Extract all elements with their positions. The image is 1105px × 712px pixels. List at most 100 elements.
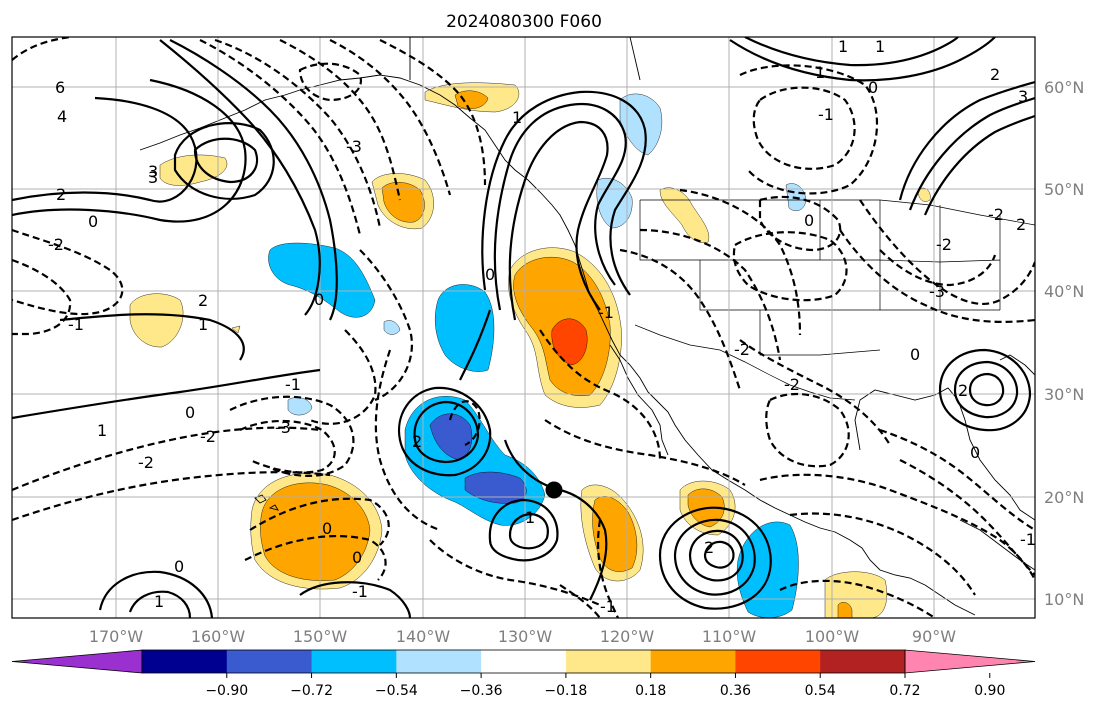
contour-label: 0 [804, 211, 814, 230]
positive-contour [59, 313, 245, 361]
contour-label: -1 [352, 582, 368, 601]
contour-label: 0 [185, 403, 195, 422]
neg-anomaly-region [619, 93, 663, 156]
contour-label: -2 [734, 340, 750, 359]
contour-lines [12, 37, 1035, 618]
negative-contour [765, 393, 850, 468]
positive-contour [413, 400, 480, 464]
negative-contour [12, 258, 72, 336]
lat-label: 50°N [1044, 180, 1084, 199]
contour-label: 0 [174, 557, 184, 576]
negative-contour [739, 339, 891, 446]
contour-label: 1 [815, 63, 825, 82]
contour-label: 3 [148, 162, 158, 181]
hawaii-islands [254, 494, 279, 511]
positive-contour [299, 581, 412, 618]
positive-contour [968, 372, 1005, 407]
colorbar-frame [141, 649, 906, 674]
negative-contour [309, 329, 377, 425]
pos-anomaly-region [659, 187, 710, 243]
contour-label: 0 [485, 265, 495, 284]
positive-contour [953, 360, 1019, 419]
lon-label: 120°W [600, 627, 655, 646]
lon-label: 150°W [293, 627, 348, 646]
contour-label: -2 [48, 235, 64, 254]
lon-label: 170°W [89, 627, 144, 646]
us-state-borders [639, 200, 1001, 356]
contour-label: -1 [285, 375, 301, 394]
contour-label: 2 [412, 432, 422, 451]
colorbar-bin [481, 650, 567, 673]
contour-label: 1 [154, 592, 164, 611]
negative-contour [329, 39, 452, 196]
longitude-labels: 170°W 160°W 150°W 140°W 130°W 120°W 110°… [89, 627, 956, 646]
contour-label: 1 [198, 315, 208, 334]
colorbar-tick-label: 0.18 [635, 683, 666, 699]
negative-contour [752, 86, 856, 170]
contour-label: -1 [600, 597, 616, 616]
positive-contour [193, 137, 258, 184]
negative-contour [214, 38, 382, 229]
negative-contour [879, 249, 997, 287]
us-canada-border [640, 199, 1035, 226]
colorbar-tick-label: −0.18 [544, 683, 587, 699]
contour-label: 0 [314, 290, 324, 309]
negative-contour [739, 64, 879, 195]
positive-contour [703, 540, 735, 569]
negative-contour [229, 395, 355, 477]
negative-contour [544, 419, 746, 486]
colorbar-bin [396, 650, 482, 673]
positive-contour [397, 386, 492, 477]
contour-label: 1 [97, 421, 107, 440]
contour-labels: 6 4 2 0 -2 -1 1 3 -3 0 2 -2 0 1 -1 0 2 -… [48, 37, 1035, 616]
contour-label: 3 [1018, 87, 1028, 106]
lat-label: 60°N [1044, 78, 1084, 97]
us-mexico-border [634, 324, 856, 401]
colorbar-bin [226, 650, 313, 673]
contour-label: -1 [818, 105, 834, 124]
neg-anomaly-region [268, 242, 376, 318]
contour-label: 3 [148, 168, 158, 187]
contour-label: -2 [936, 235, 952, 254]
contour-label: 6 [55, 78, 65, 97]
positive-contour [508, 120, 609, 321]
positive-contour [908, 96, 1035, 211]
contour-label: 1 [875, 37, 885, 56]
contour-label: -1 [68, 315, 84, 334]
positive-contour [488, 498, 559, 562]
colorbar-tick-label: 0.36 [720, 683, 751, 699]
colorbar-bin [820, 650, 906, 673]
pos-anomaly-region [231, 325, 241, 334]
pos-anomaly-region [917, 187, 931, 202]
negative-contour [732, 231, 848, 302]
pos-anomaly-region [454, 90, 489, 109]
pos-anomaly-region [159, 154, 228, 186]
neg-anomaly-region [383, 320, 401, 335]
contour-label: 0 [910, 345, 920, 364]
pos-anomaly-region [837, 602, 853, 618]
contour-label: 0 [352, 548, 362, 567]
neg-anomaly-core [429, 413, 473, 461]
negative-contour [244, 534, 387, 581]
negative-contour [359, 249, 413, 402]
negative-contour [199, 39, 362, 236]
negative-contour [597, 519, 619, 618]
map-panel: 6 4 2 0 -2 -1 1 3 -3 0 2 -2 0 1 -1 0 2 -… [12, 37, 1035, 618]
negative-contour [839, 229, 1035, 323]
colorbar-bin [142, 650, 228, 673]
baja-coastline [609, 344, 669, 456]
contour-label: 1 [525, 508, 535, 527]
lat-label: 40°N [1044, 282, 1084, 301]
pos-anomaly-region [592, 496, 638, 572]
negative-contour [12, 471, 331, 522]
florida-coast [999, 354, 1035, 376]
positive-contour [503, 439, 608, 601]
pos-anomaly-region [824, 571, 888, 618]
colorbar-tick-label: 0.90 [974, 683, 1005, 699]
positive-contour [98, 570, 214, 618]
colorbar-tick-label: −0.36 [460, 683, 503, 699]
colorbar-bin [650, 650, 736, 673]
negative-contour [639, 228, 782, 361]
contour-label: -3 [275, 418, 291, 437]
